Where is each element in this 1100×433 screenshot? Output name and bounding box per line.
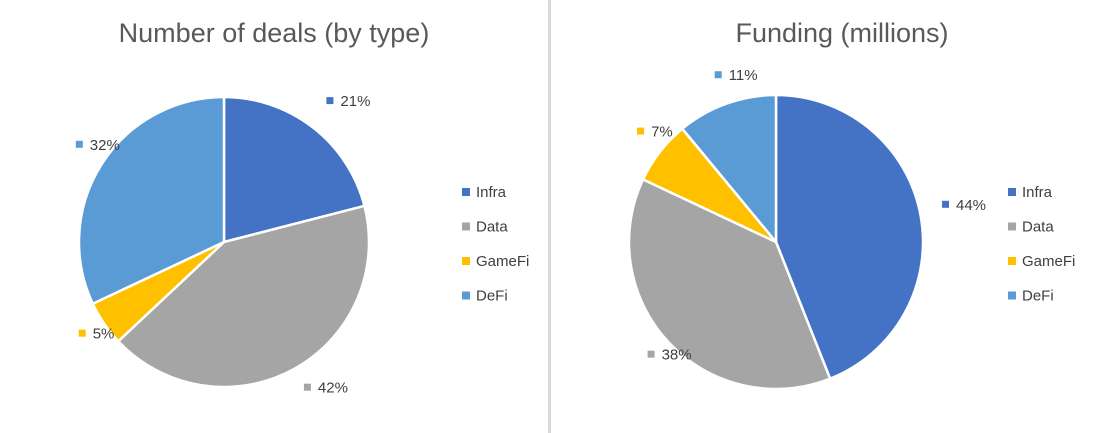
data-label-data: 42% — [303, 380, 348, 397]
legend-label: DeFi — [1022, 288, 1054, 305]
funding-chart-panel: Funding (millions) 44% 38% 7% 11% Infra Data… — [552, 0, 1100, 433]
data-label-gamefi: 7% — [637, 124, 673, 141]
legend-item-defi: DeFi — [462, 288, 508, 305]
label-marker — [637, 127, 645, 135]
legend-label: DeFi — [476, 288, 508, 305]
legend-swatch — [462, 188, 470, 196]
label-marker — [75, 140, 83, 148]
panel-divider — [548, 0, 551, 433]
slice-data — [627, 177, 832, 391]
label-marker — [647, 350, 655, 358]
legend-swatch — [1008, 222, 1016, 231]
legend-swatch — [1008, 188, 1016, 196]
chart-title: Funding (millions) — [735, 18, 948, 48]
data-label-defi: 32% — [75, 137, 120, 154]
data-labels: 21% 42% 5% 32% — [75, 93, 370, 397]
deals-chart-panel: Number of deals (by type) 21% 42% 5% 32% In… — [0, 0, 548, 433]
slice-data — [116, 204, 371, 389]
legend-label: Infra — [1022, 184, 1053, 201]
slice-infra — [222, 95, 366, 244]
label-marker — [714, 71, 722, 79]
data-label-text: 38% — [662, 347, 692, 364]
data-label-data: 38% — [647, 347, 692, 364]
legend-label: Data — [1022, 219, 1054, 236]
label-marker — [942, 200, 949, 208]
deals-pie-chart: Number of deals (by type) 21% 42% 5% 32% In… — [75, 18, 529, 397]
data-label-infra: 21% — [326, 93, 370, 110]
slice-defi — [77, 95, 226, 306]
legend-item-data: Data — [1008, 219, 1054, 236]
legend-label: Data — [476, 219, 508, 236]
legend-swatch — [462, 257, 470, 265]
slice-defi — [680, 93, 778, 246]
legend-swatch — [1008, 291, 1016, 300]
legend-swatch — [462, 291, 470, 300]
chart-title: Number of deals (by type) — [119, 18, 430, 48]
data-label-text: 44% — [956, 197, 986, 214]
legend-label: GameFi — [476, 253, 529, 270]
data-label-infra: 44% — [942, 197, 986, 214]
data-label-text: 7% — [651, 124, 673, 141]
legend-swatch — [462, 222, 470, 231]
legend: Infra Data GameFi DeFi — [462, 184, 529, 305]
slice-infra — [774, 93, 925, 381]
data-label-text: 42% — [318, 380, 348, 397]
data-label-text: 5% — [93, 326, 115, 343]
legend-item-infra: Infra — [462, 184, 507, 201]
legend-item-gamefi: GameFi — [462, 253, 529, 270]
label-marker — [326, 97, 334, 105]
data-label-text: 21% — [340, 93, 370, 110]
data-label-defi: 11% — [714, 67, 758, 84]
label-marker — [78, 329, 86, 337]
funding-pie-chart: Funding (millions) 44% 38% 7% 11% Infra Data… — [627, 18, 1075, 391]
legend-label: GameFi — [1022, 253, 1075, 270]
data-labels: 44% 38% 7% 11% — [637, 67, 986, 364]
label-marker — [303, 383, 311, 391]
legend-item-infra: Infra — [1008, 184, 1053, 201]
legend-item-gamefi: GameFi — [1008, 253, 1075, 270]
legend-label: Infra — [476, 184, 507, 201]
legend-item-defi: DeFi — [1008, 288, 1054, 305]
legend-item-data: Data — [462, 219, 508, 236]
data-label-text: 11% — [729, 67, 758, 84]
pie-slices — [77, 95, 371, 389]
pie-slices — [627, 93, 925, 391]
legend-swatch — [1008, 257, 1016, 265]
data-label-gamefi: 5% — [78, 326, 115, 343]
legend: Infra Data GameFi DeFi — [1008, 184, 1075, 305]
data-label-text: 32% — [90, 137, 120, 154]
